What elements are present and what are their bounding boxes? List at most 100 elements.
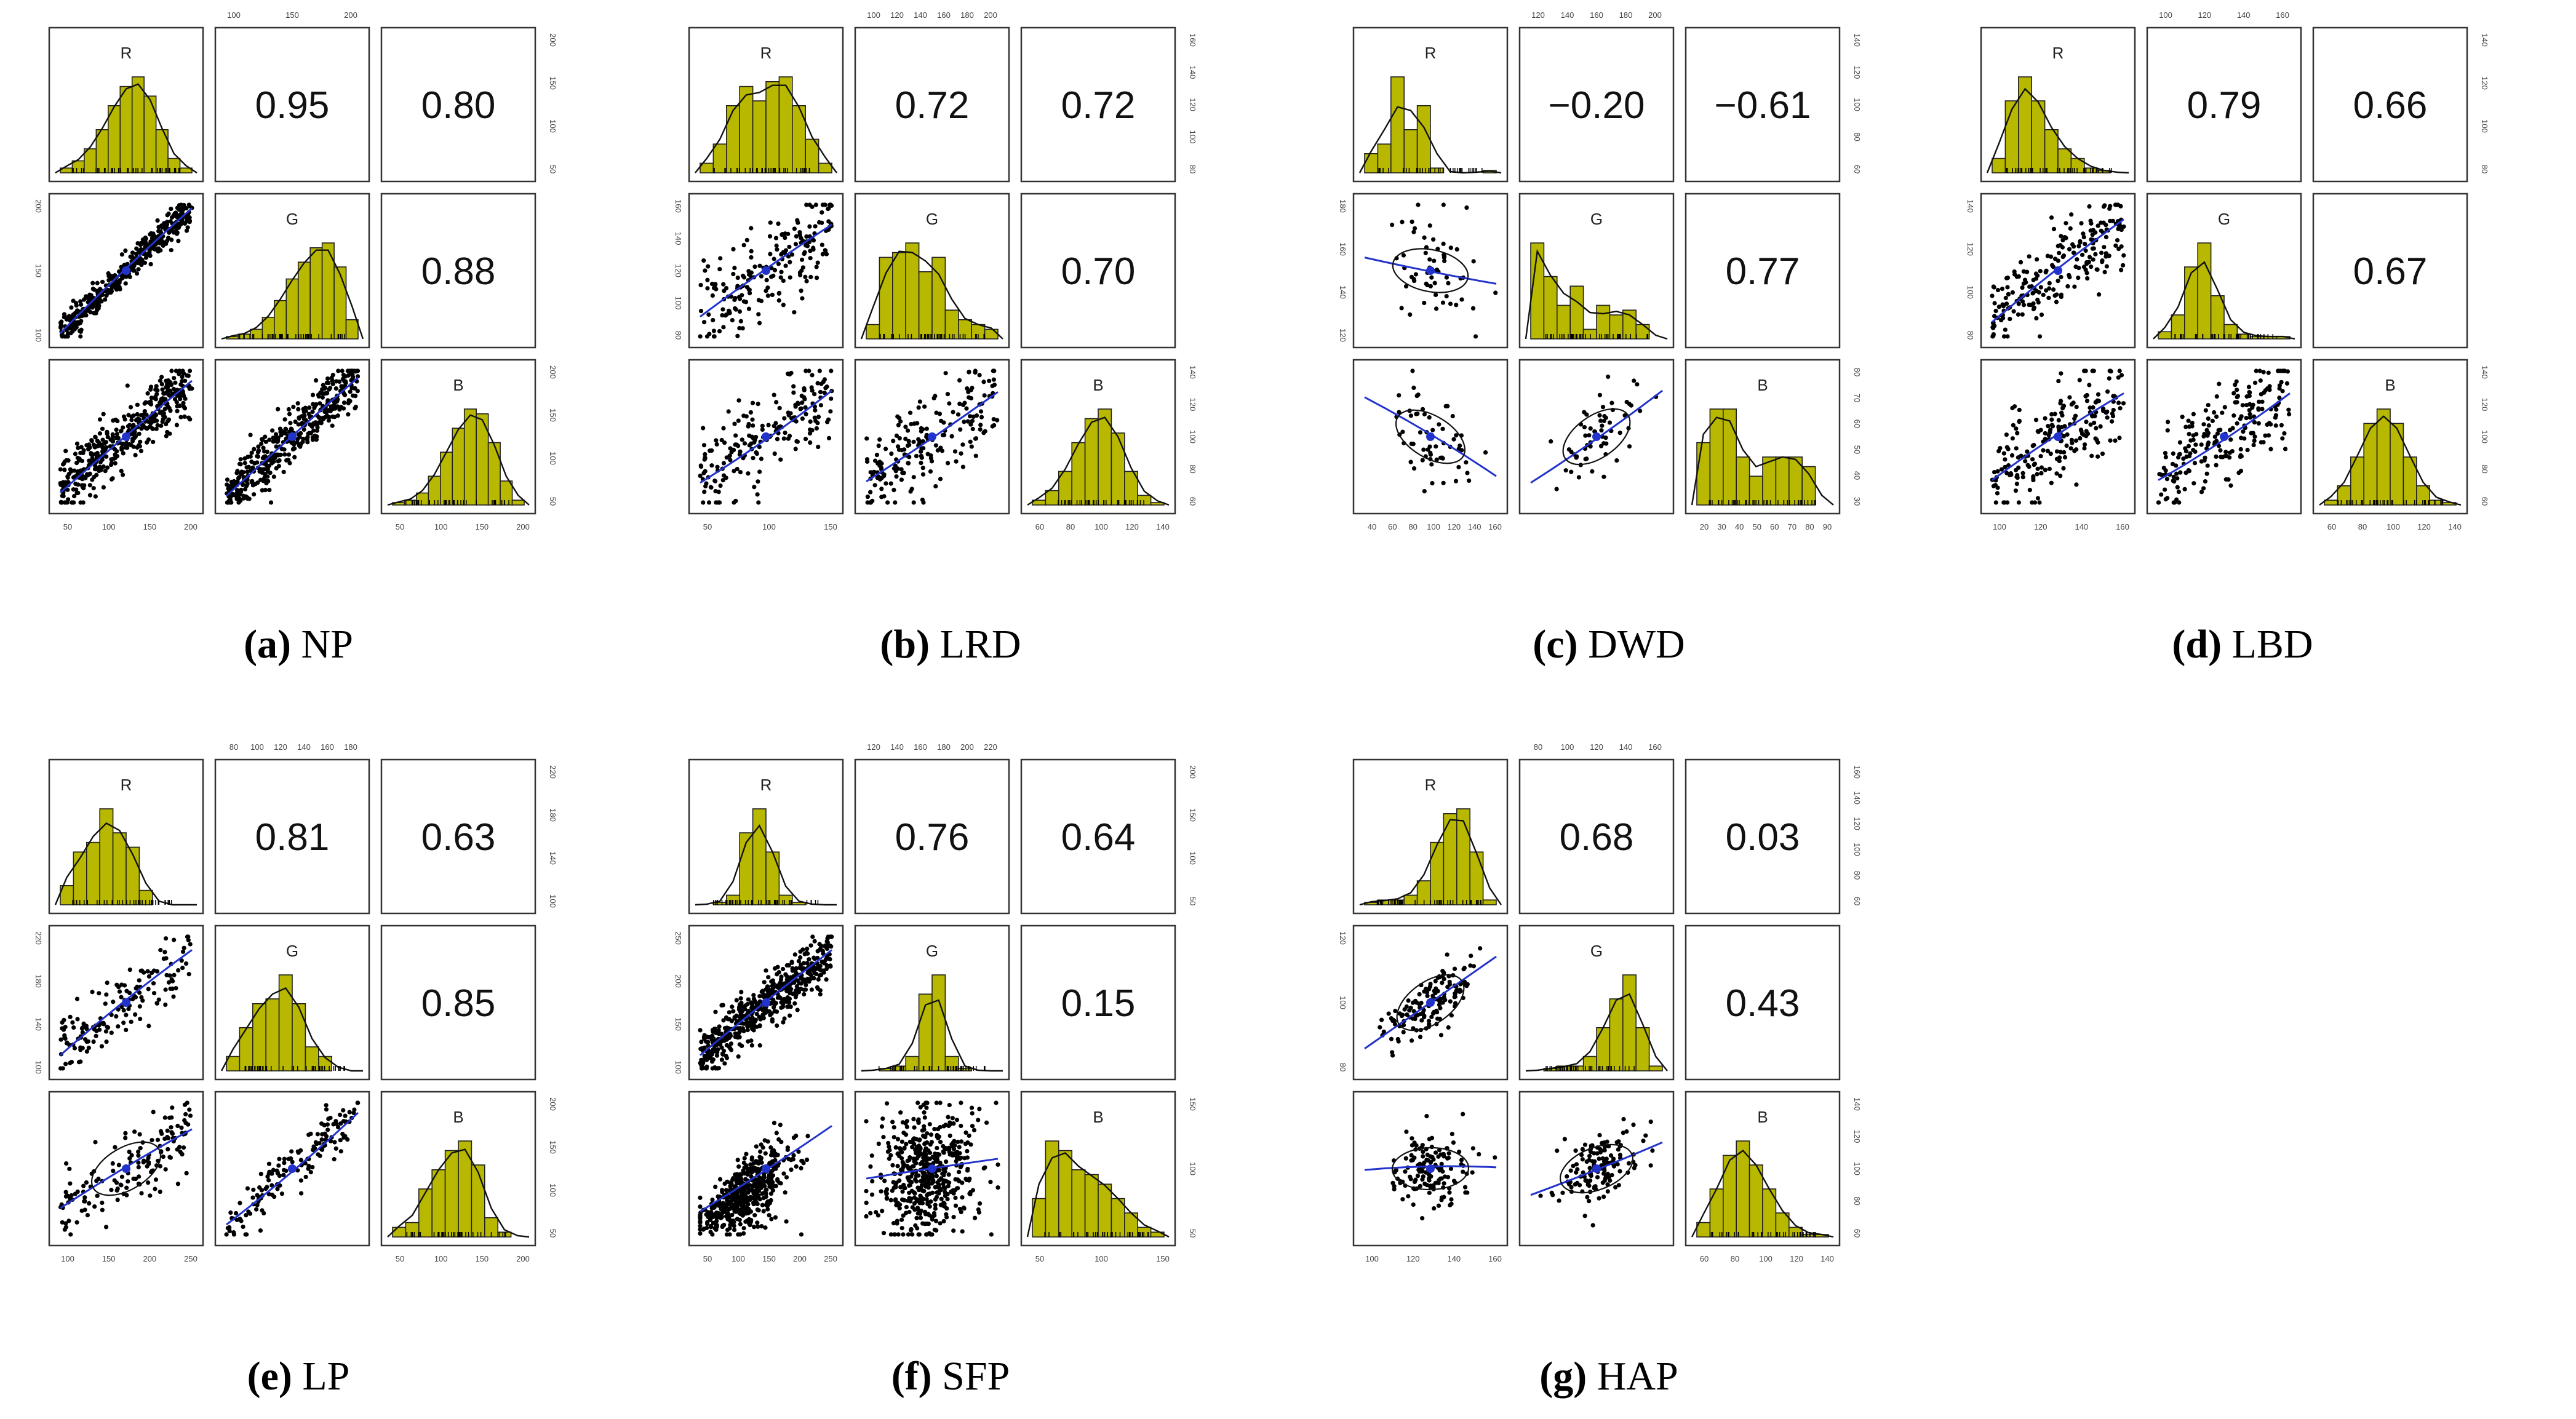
scatter-point <box>748 410 753 415</box>
scatter-point <box>103 1001 108 1006</box>
scatter-point <box>2047 286 2052 291</box>
variable-label-b: B <box>1093 376 1103 394</box>
scatter-point <box>310 437 316 442</box>
scatter-point <box>749 1019 754 1024</box>
tick-label: 50 <box>548 165 557 173</box>
scatter-point <box>1426 447 1430 452</box>
scatter-point <box>166 236 171 240</box>
scatter-point <box>741 275 747 280</box>
scatter-point <box>711 334 717 339</box>
scatter-point <box>176 225 181 230</box>
scatter-point <box>111 1168 116 1174</box>
scatter-point <box>2086 260 2091 264</box>
scatter-point <box>1410 219 1414 225</box>
pairs-panel-lrd: R G B 0.72 0.72 0.70 100 120 140 160 180 200 50 100 15… <box>640 0 1261 627</box>
scatter-point <box>78 334 83 339</box>
scatter-point <box>1427 415 1432 420</box>
scatter-point <box>109 1030 114 1035</box>
scatter-point <box>2038 427 2043 432</box>
scatter-point <box>705 277 710 282</box>
scatter-point <box>345 1137 350 1142</box>
scatter-point <box>252 492 257 497</box>
correlation-value: 0.80 <box>421 84 496 127</box>
tick-label: 140 <box>1156 522 1170 531</box>
scatter-point <box>902 447 907 452</box>
scatter-point <box>111 284 116 289</box>
scatter-point <box>2041 448 2046 453</box>
scatter-point <box>1421 447 1426 452</box>
scatter-point <box>2003 327 2008 332</box>
scatter-point <box>270 428 275 433</box>
scatter-point <box>765 293 770 298</box>
scatter-point <box>84 312 89 318</box>
scatter-point <box>2260 399 2265 404</box>
tick-label: 150 <box>475 1254 488 1263</box>
scatter-point <box>2279 423 2284 427</box>
scatter-point <box>805 947 810 952</box>
scatter-point <box>159 1131 164 1136</box>
scatter-point <box>2083 241 2088 247</box>
tick-label: 140 <box>1188 66 1197 79</box>
scatter-point <box>239 487 244 493</box>
scatter-point <box>724 1025 730 1030</box>
scatter-point <box>81 500 86 505</box>
scatter-point <box>187 368 193 373</box>
cell-frame <box>2146 359 2302 515</box>
tick-label: 60 <box>1035 522 1044 531</box>
scatter-point <box>242 487 248 491</box>
scatter-point <box>2111 394 2116 399</box>
tick-label: 200 <box>344 10 357 20</box>
scatter-point <box>126 1179 130 1184</box>
scatter-point <box>2101 204 2107 209</box>
scatter-point <box>250 465 255 470</box>
scatter-point <box>314 437 319 442</box>
scatter-point <box>706 1039 711 1044</box>
scatter-point <box>2091 257 2095 262</box>
tick-label: 140 <box>674 232 683 245</box>
scatter-point <box>320 395 325 400</box>
scatter-point <box>282 447 287 452</box>
scatter-point <box>2088 405 2092 410</box>
scatter-point <box>814 264 819 269</box>
histogram-b: B <box>380 359 536 515</box>
scatter-point <box>126 413 131 418</box>
scatter-point <box>104 454 109 459</box>
scatter-point <box>160 387 165 392</box>
density-curve <box>860 250 1003 340</box>
tick-label: 140 <box>914 10 927 20</box>
scatter-point <box>1434 444 1438 449</box>
scatter-point <box>2256 406 2261 411</box>
scatter-point <box>156 225 161 229</box>
scatter-point <box>121 451 126 456</box>
scatter-point <box>91 486 96 491</box>
histogram-g: G <box>2146 193 2302 349</box>
scatter-point <box>995 418 1000 423</box>
scatter-point <box>2014 474 2019 479</box>
scatter-point <box>281 1172 286 1177</box>
scatter-point <box>64 458 69 463</box>
scatter-point <box>2038 454 2043 459</box>
scatter-point <box>136 267 141 272</box>
tick-label: 140 <box>1966 199 1975 213</box>
scatter-point <box>274 466 279 471</box>
scatter-point <box>2016 301 2021 306</box>
scatter-point <box>2076 276 2081 280</box>
scatter-point <box>63 1190 68 1194</box>
scatter-point <box>81 1021 86 1026</box>
scatter-point <box>747 287 752 292</box>
hist-bar <box>2183 266 2198 340</box>
variable-label-g: G <box>286 210 298 228</box>
scatter-point <box>757 993 762 999</box>
scatter-point <box>227 1225 232 1230</box>
scatter-point <box>114 1188 119 1193</box>
scatter-point <box>225 500 230 505</box>
scatter-point <box>2011 423 2016 427</box>
scatter-point <box>130 250 135 255</box>
scatter-point <box>137 250 142 255</box>
scatter-point <box>2235 421 2239 426</box>
tick-label: 100 <box>674 296 683 310</box>
scatter-point <box>2084 399 2090 403</box>
scatter-cell-r-b <box>688 359 844 515</box>
scatter-point <box>720 307 725 312</box>
